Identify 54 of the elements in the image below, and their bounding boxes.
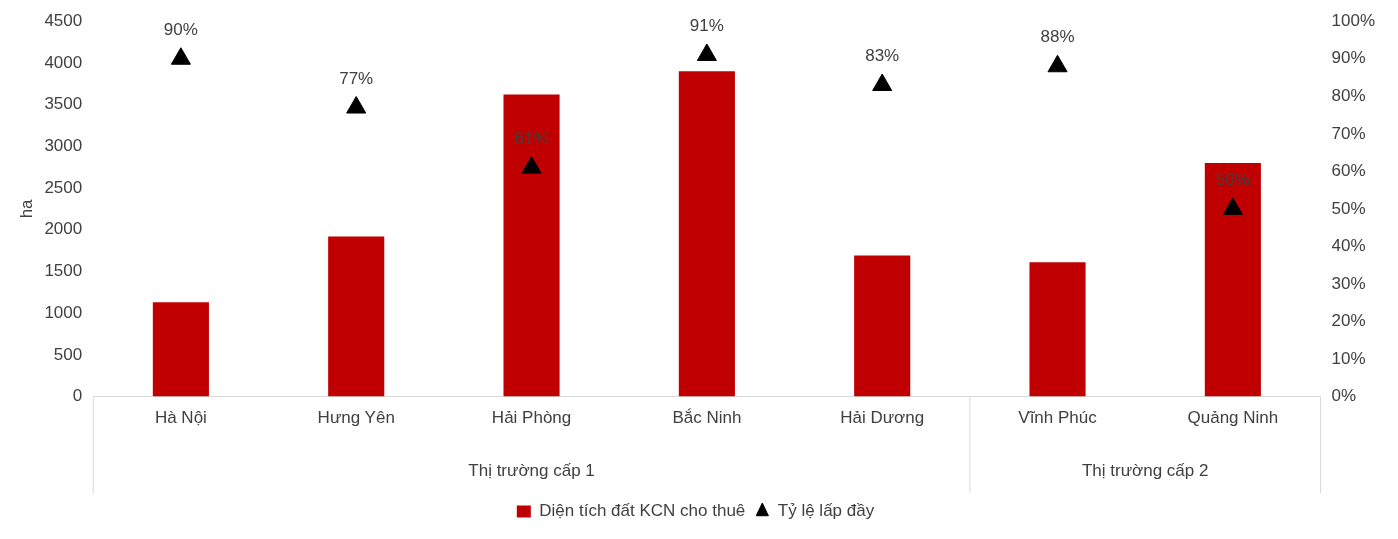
y2-tick-label: 90% xyxy=(1331,48,1366,68)
x-tick-label: Quảng Ninh xyxy=(1187,408,1279,428)
point xyxy=(521,156,542,174)
y-tick-label: 2500 xyxy=(44,177,83,197)
bar xyxy=(1204,163,1261,397)
y-tick-label: 1000 xyxy=(44,302,83,322)
bar xyxy=(503,94,560,397)
point xyxy=(872,73,893,92)
data-label: 88% xyxy=(1040,27,1075,47)
y2-tick-label: 40% xyxy=(1331,236,1366,256)
y-tick-label: 500 xyxy=(53,344,83,364)
data-label: 77% xyxy=(339,68,374,88)
data-label: 50% xyxy=(1215,170,1250,190)
y2-tick-label: 100% xyxy=(1331,10,1375,30)
data-label: 91% xyxy=(689,16,724,36)
y-tick-label: 4000 xyxy=(44,52,83,72)
y-tick-label: 1500 xyxy=(44,261,83,281)
data-label: 61% xyxy=(514,128,549,148)
y-tick-label: 4500 xyxy=(44,10,83,30)
bar xyxy=(1029,262,1086,397)
y2-tick-label: 10% xyxy=(1331,348,1366,368)
y2-tick-label: 50% xyxy=(1331,198,1366,218)
legend-label: Diện tích đất KCN cho thuê xyxy=(539,501,746,521)
y2-tick-label: 20% xyxy=(1331,311,1366,331)
text: Thị trường cấp 1 xyxy=(468,460,595,480)
text: Thị trường cấp 2 xyxy=(1081,460,1209,480)
point xyxy=(696,43,717,61)
point xyxy=(1047,54,1068,73)
bar xyxy=(678,71,735,397)
y2-tick-label: 30% xyxy=(1331,273,1366,293)
y2-tick-label: 0% xyxy=(1331,386,1357,406)
x-tick-label: Vĩnh Phúc xyxy=(1018,408,1098,428)
y-tick-label: 3500 xyxy=(44,94,83,114)
bar xyxy=(152,302,209,397)
point xyxy=(346,96,367,114)
x-tick-label: Hải Dương xyxy=(840,408,925,428)
x-tick-label: Hà Nội xyxy=(154,408,207,428)
y-tick-label: 0 xyxy=(72,386,83,406)
data-label: 90% xyxy=(163,19,198,39)
y2-tick-label: 70% xyxy=(1331,123,1366,143)
x-tick-label: Hưng Yên xyxy=(317,408,395,428)
y2-tick-label: 80% xyxy=(1331,85,1366,105)
bar xyxy=(854,255,911,397)
y-axis-title: ha xyxy=(16,198,36,219)
x-tick-label: Hải Phòng xyxy=(491,408,572,428)
y2-tick-label: 60% xyxy=(1331,161,1366,181)
point xyxy=(1222,197,1243,215)
y-tick-label: 2000 xyxy=(44,219,83,239)
x-tick-label: Bắc Ninh xyxy=(672,408,742,428)
point xyxy=(170,47,191,65)
y-tick-label: 3000 xyxy=(44,136,83,156)
data-label: 83% xyxy=(865,46,900,66)
bar xyxy=(328,236,385,397)
legend-label: Tỷ lệ lấp đầy xyxy=(777,501,875,521)
